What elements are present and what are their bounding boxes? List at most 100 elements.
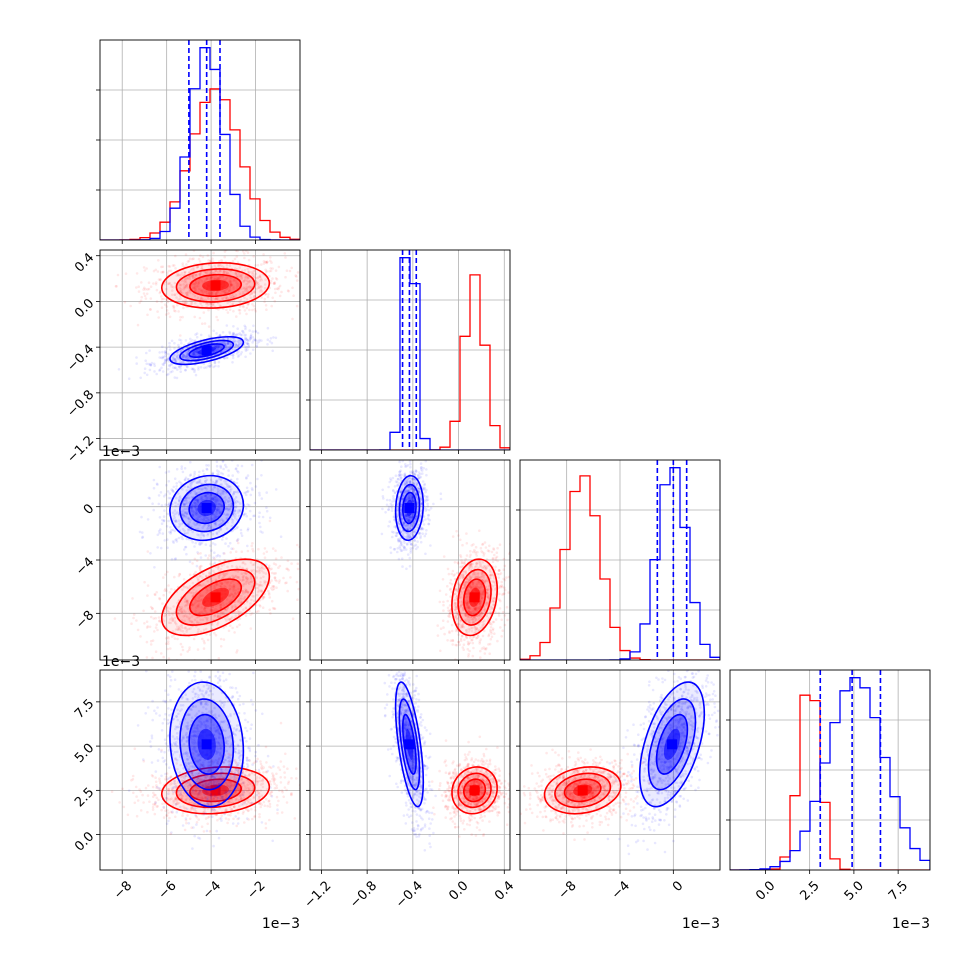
contour-line xyxy=(160,766,271,815)
y-tick-label: 5.0 xyxy=(72,741,97,766)
contour-line xyxy=(394,474,425,542)
x-tick-label: −8 xyxy=(111,878,135,902)
contour-line xyxy=(457,772,492,809)
x-tick-label: 2.5 xyxy=(797,878,822,903)
y-tick-label: 2.5 xyxy=(72,785,97,810)
hist-panel-0 xyxy=(96,39,301,244)
y-tick-label: −4 xyxy=(73,555,97,579)
x-tick-label: −4 xyxy=(200,878,224,902)
y-tick-label: −8 xyxy=(73,608,97,632)
x-tick-label: 7.5 xyxy=(886,878,911,903)
y-tick-label: −1.2 xyxy=(64,433,97,466)
scatter-panel-1-0: −1.2 −0.8 −0.4 0.0 0.4 xyxy=(64,249,301,466)
y-offset-label: 1e−3 xyxy=(102,444,140,460)
x-tick-label: 5.0 xyxy=(842,878,867,903)
series-b-hist xyxy=(100,88,300,240)
x-tick-label: −4 xyxy=(609,878,633,902)
contour-line xyxy=(169,474,245,542)
contour-line xyxy=(169,335,245,366)
x-tick-label: −6 xyxy=(156,878,180,902)
contour-line xyxy=(398,483,421,533)
contour-line xyxy=(655,713,689,775)
contour-line xyxy=(189,273,243,298)
x-offset-label: 1e−3 xyxy=(262,916,300,932)
contour-line xyxy=(647,698,697,791)
contour-line xyxy=(554,772,612,809)
axes-frame xyxy=(309,249,511,451)
x-offset-label: 1e−3 xyxy=(682,916,720,932)
contour-line xyxy=(462,578,487,617)
series-a-hist xyxy=(100,47,300,240)
contour-line xyxy=(394,681,425,808)
x-tick-label: −1.2 xyxy=(302,878,335,911)
x-tick-label: −0.4 xyxy=(393,878,426,911)
axes-frame xyxy=(519,459,721,661)
contour-line xyxy=(189,578,243,617)
scatter-panel-3-2: −8 −4 0 1e−3 xyxy=(516,669,721,932)
contour-line xyxy=(402,713,417,775)
contour-line xyxy=(175,772,256,809)
y-offset-label: 1e−3 xyxy=(102,654,140,670)
density-peak xyxy=(201,345,212,356)
series-b-hist xyxy=(730,694,930,870)
density-peak xyxy=(667,739,677,750)
density-peak xyxy=(469,592,480,603)
contour-line xyxy=(398,698,421,791)
x-tick-label: −8 xyxy=(556,878,580,902)
y-tick-label: 0.4 xyxy=(72,250,97,275)
contour-line xyxy=(179,339,235,362)
axes-frame xyxy=(309,459,511,661)
scatter-panel-2-1 xyxy=(306,459,511,664)
series-a-hist xyxy=(730,677,930,870)
contour-line xyxy=(563,778,602,803)
scatter-panel-3-1: −1.2 −0.8 −0.4 0.0 0.4 xyxy=(302,669,517,911)
axes-frame xyxy=(99,669,301,871)
density-peak xyxy=(210,785,221,796)
y-tick-label: 0 xyxy=(81,501,97,517)
contour-line xyxy=(175,268,256,303)
x-tick-label: 0 xyxy=(670,878,686,894)
density-peak xyxy=(201,739,212,750)
contour-line xyxy=(543,766,622,815)
axes-frame xyxy=(729,669,931,871)
contour-line xyxy=(462,778,487,803)
x-tick-label: 0.4 xyxy=(492,878,517,903)
x-tick-label: −0.8 xyxy=(347,878,380,911)
density-peak xyxy=(404,503,415,513)
y-tick-label: −0.8 xyxy=(64,388,97,421)
series-a-hist xyxy=(520,467,720,660)
y-tick-label: 7.5 xyxy=(72,697,97,722)
y-tick-label: −0.4 xyxy=(64,342,97,375)
axes-frame xyxy=(99,39,301,241)
x-tick-label: −2 xyxy=(244,878,268,902)
contour-line xyxy=(189,778,243,803)
contour-line xyxy=(451,766,499,815)
contour-line xyxy=(179,698,235,791)
contour-line xyxy=(457,568,492,626)
contour-line xyxy=(402,491,417,525)
scatter-panel-2-0: −8 −4 0 1e−3 xyxy=(73,444,301,664)
x-tick-label: 0.0 xyxy=(753,878,778,903)
y-tick-label: 0.0 xyxy=(72,296,97,321)
density-peak xyxy=(201,503,212,513)
x-offset-label: 1e−3 xyxy=(892,916,930,932)
density-peak xyxy=(404,739,415,750)
density-peak xyxy=(577,785,588,796)
axes-frame xyxy=(99,249,301,451)
contour-line xyxy=(179,483,235,533)
hist-panel-1 xyxy=(306,249,511,454)
contour-line xyxy=(160,558,271,637)
hist-panel-3: 0.0 2.5 5.0 7.5 1e−3 xyxy=(726,669,931,932)
contour-line xyxy=(160,261,271,309)
contour-line xyxy=(451,558,499,637)
density-peak xyxy=(210,280,221,291)
x-tick-label: 0.0 xyxy=(446,878,471,903)
density-peak xyxy=(210,592,221,603)
contour-line xyxy=(175,568,256,626)
axes-frame xyxy=(309,669,511,871)
contour-line xyxy=(169,681,245,808)
contour-line xyxy=(188,713,225,775)
axes-frame xyxy=(519,669,721,871)
y-tick-label: 0.0 xyxy=(72,829,97,854)
